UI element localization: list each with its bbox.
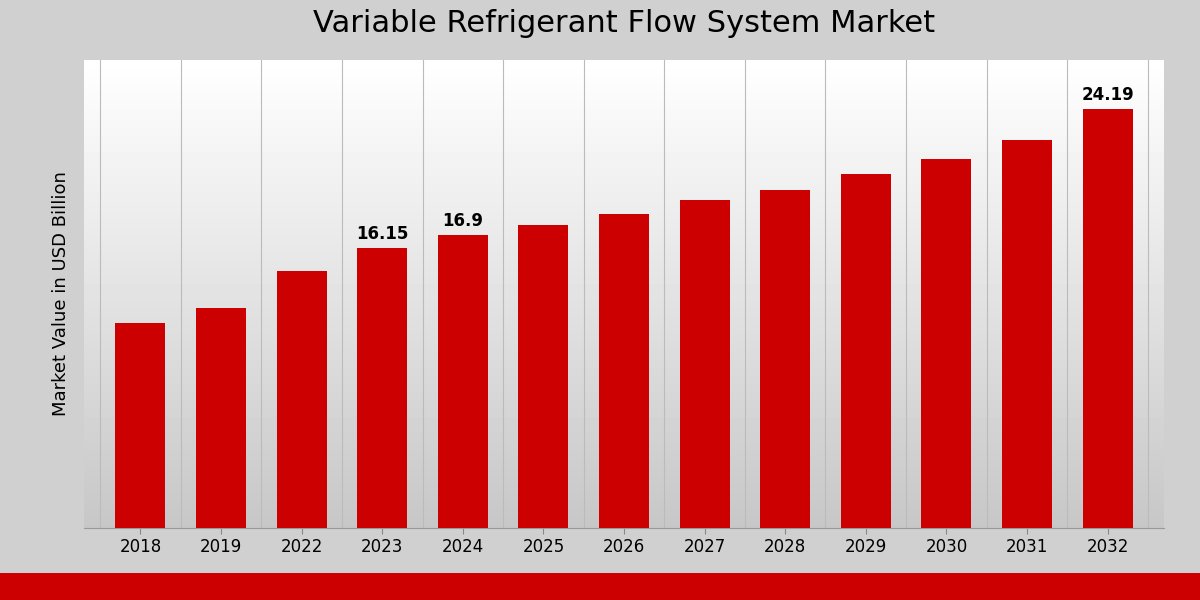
Bar xyxy=(277,271,326,528)
Text: 16.15: 16.15 xyxy=(356,225,408,243)
Bar xyxy=(761,190,810,528)
Bar xyxy=(358,248,407,528)
Bar xyxy=(438,235,487,528)
Bar xyxy=(599,214,649,528)
Bar xyxy=(518,224,569,528)
Bar xyxy=(196,308,246,528)
Text: 16.9: 16.9 xyxy=(443,212,484,230)
Title: Variable Refrigerant Flow System Market: Variable Refrigerant Flow System Market xyxy=(313,9,935,38)
Bar xyxy=(841,175,890,528)
Text: 24.19: 24.19 xyxy=(1081,86,1134,104)
Bar xyxy=(922,159,971,528)
Bar xyxy=(679,200,730,528)
Y-axis label: Market Value in USD Billion: Market Value in USD Billion xyxy=(52,172,70,416)
Bar xyxy=(115,323,166,528)
Bar xyxy=(1082,109,1133,528)
Bar xyxy=(1002,140,1052,528)
